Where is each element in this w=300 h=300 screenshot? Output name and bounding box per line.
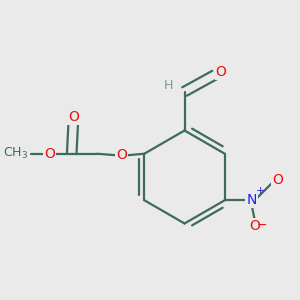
Text: O: O (249, 219, 260, 233)
Text: N: N (247, 193, 257, 207)
Text: CH$_3$: CH$_3$ (3, 146, 28, 161)
Text: O: O (272, 173, 283, 187)
Text: H: H (164, 79, 173, 92)
Text: +: + (256, 186, 265, 196)
Text: O: O (44, 147, 55, 161)
Text: −: − (257, 219, 268, 232)
Text: O: O (68, 110, 79, 124)
Text: O: O (216, 65, 226, 79)
Text: O: O (116, 148, 127, 162)
